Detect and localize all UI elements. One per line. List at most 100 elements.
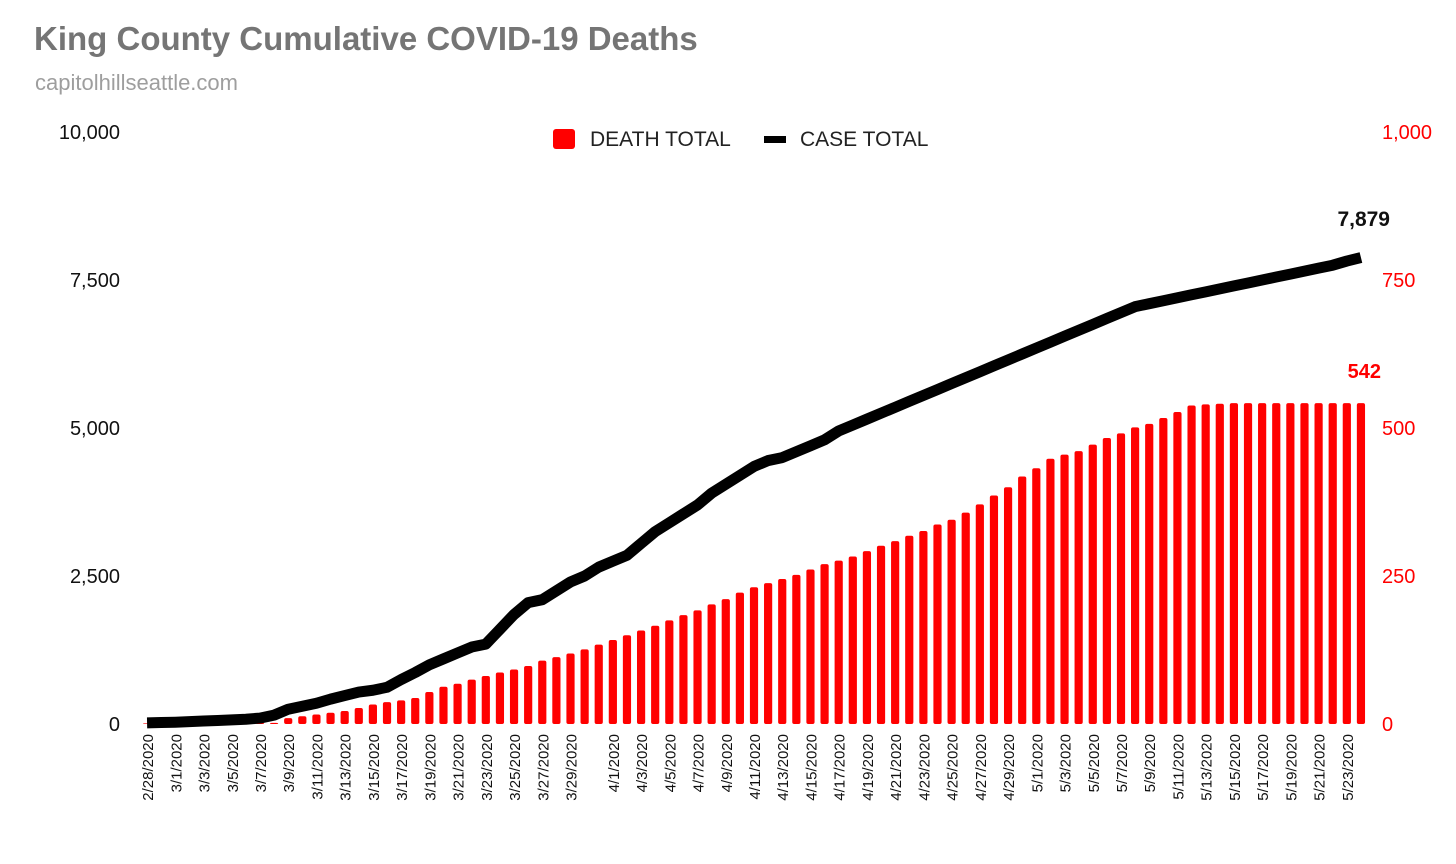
- left-axis-tick-label: 0: [109, 714, 120, 736]
- death-bar: [1159, 417, 1168, 724]
- x-axis-tick-label: 5/7/2020: [1114, 734, 1131, 792]
- death-bar: [975, 504, 984, 724]
- chart-title: King County Cumulative COVID-19 Deaths: [34, 20, 698, 57]
- right-axis-tick-label: 750: [1382, 270, 1415, 292]
- legend: DEATH TOTAL CASE TOTAL: [553, 128, 928, 151]
- death-bar: [820, 564, 829, 724]
- right-axis-tick-labels: 0 250 500 750 1,000: [1382, 122, 1432, 736]
- death-bar: [848, 556, 857, 724]
- x-axis-tick-label: 5/21/2020: [1312, 734, 1329, 801]
- death-bar: [284, 718, 293, 724]
- death-bar: [270, 722, 279, 724]
- last-death-value-label: 542: [1348, 361, 1381, 383]
- death-bar: [1300, 403, 1309, 724]
- x-axis-tick-label: 5/23/2020: [1340, 734, 1357, 801]
- x-axis-tick-label: 3/21/2020: [451, 734, 468, 801]
- death-bar: [707, 604, 716, 724]
- x-axis-tick-label: 4/27/2020: [973, 734, 990, 801]
- death-bar: [495, 672, 505, 724]
- legend-case-label: CASE TOTAL: [800, 128, 928, 151]
- death-bar: [749, 587, 759, 724]
- x-axis-tick-label: 5/9/2020: [1142, 734, 1159, 792]
- x-axis-tick-labels: 2/28/2020 3/1/2020 3/3/2020 3/5/2020 3/7/202…: [140, 734, 1357, 801]
- death-bar: [1342, 403, 1351, 724]
- x-axis-tick-label: 5/3/2020: [1058, 734, 1075, 792]
- death-bar: [354, 708, 363, 724]
- case-total-line: [146, 252, 1363, 729]
- x-axis-tick-label: 4/29/2020: [1001, 734, 1018, 801]
- x-axis-tick-label: 2/28/2020: [140, 734, 157, 801]
- death-bar: [1201, 404, 1210, 724]
- death-bar: [552, 657, 561, 724]
- death-bar: [481, 676, 490, 724]
- x-axis-tick-label: 4/1/2020: [606, 734, 623, 792]
- death-bar: [862, 551, 872, 724]
- death-bar: [566, 653, 575, 724]
- x-axis-tick-label: 3/1/2020: [168, 734, 185, 792]
- x-axis-tick-label: 4/25/2020: [945, 734, 962, 801]
- death-bar: [467, 679, 476, 724]
- death-bar: [1088, 444, 1097, 724]
- x-axis-tick-label: 3/19/2020: [422, 734, 439, 801]
- death-bar: [340, 710, 349, 724]
- death-bar: [382, 702, 392, 724]
- death-bar: [721, 599, 730, 724]
- death-bar: [1003, 487, 1013, 724]
- chart-subtitle: capitolhillseattle.com: [35, 70, 238, 95]
- death-bar: [891, 541, 900, 724]
- death-bar: [312, 714, 321, 724]
- death-bar: [453, 683, 462, 724]
- death-bar: [961, 512, 970, 724]
- x-axis-tick-label: 5/11/2020: [1170, 734, 1187, 800]
- x-axis-tick-label: 4/13/2020: [775, 734, 792, 801]
- death-bar: [1131, 427, 1140, 724]
- x-axis-tick-label: 4/19/2020: [860, 734, 877, 801]
- death-bar: [1215, 403, 1224, 724]
- death-bar: [1187, 405, 1196, 724]
- death-bar: [580, 649, 589, 724]
- death-bar: [1032, 468, 1041, 724]
- death-bar: [778, 578, 787, 724]
- death-total-bars: [142, 403, 1366, 724]
- death-bar: [594, 644, 603, 724]
- death-bar: [608, 639, 617, 724]
- x-axis-tick-label: 5/15/2020: [1227, 734, 1244, 801]
- right-axis-tick-label: 1,000: [1382, 122, 1432, 144]
- left-axis-tick-label: 5,000: [70, 418, 120, 440]
- death-bar: [1018, 476, 1027, 724]
- death-bar: [439, 686, 448, 724]
- death-bar: [806, 569, 815, 724]
- x-axis-tick-label: 4/15/2020: [803, 734, 820, 801]
- death-bar: [665, 620, 674, 724]
- x-axis-tick-label: 4/21/2020: [888, 734, 905, 801]
- death-bar: [679, 615, 688, 724]
- death-bar: [524, 665, 533, 724]
- left-axis-tick-label: 10,000: [59, 122, 120, 144]
- death-bar: [326, 712, 335, 724]
- death-bar: [1356, 403, 1366, 724]
- death-bar: [538, 660, 547, 724]
- legend-death-swatch: [553, 129, 575, 149]
- x-axis-tick-label: 3/3/2020: [197, 734, 214, 792]
- left-axis-tick-label: 2,500: [70, 566, 120, 588]
- death-bar: [1145, 423, 1154, 724]
- death-bar: [1102, 438, 1111, 724]
- death-bar: [1060, 454, 1069, 724]
- x-axis-tick-label: 3/5/2020: [225, 734, 242, 792]
- death-bar: [1258, 403, 1267, 724]
- death-bar: [1314, 403, 1323, 724]
- death-bar: [397, 700, 406, 724]
- death-bar: [1229, 403, 1238, 724]
- death-bar: [1243, 403, 1253, 724]
- right-axis-tick-label: 0: [1382, 714, 1393, 736]
- x-axis-tick-label: 3/9/2020: [281, 734, 298, 792]
- death-bar: [651, 625, 660, 724]
- x-axis-tick-label: 4/17/2020: [832, 734, 849, 801]
- x-axis-tick-label: 3/23/2020: [479, 734, 496, 801]
- death-bar: [1286, 403, 1295, 724]
- death-bar: [876, 545, 886, 724]
- death-bar: [1328, 403, 1337, 724]
- left-axis-tick-labels: 0 2,500 5,000 7,500 10,000: [59, 122, 120, 736]
- x-axis-tick-label: 4/23/2020: [916, 734, 933, 801]
- death-bar: [947, 519, 956, 724]
